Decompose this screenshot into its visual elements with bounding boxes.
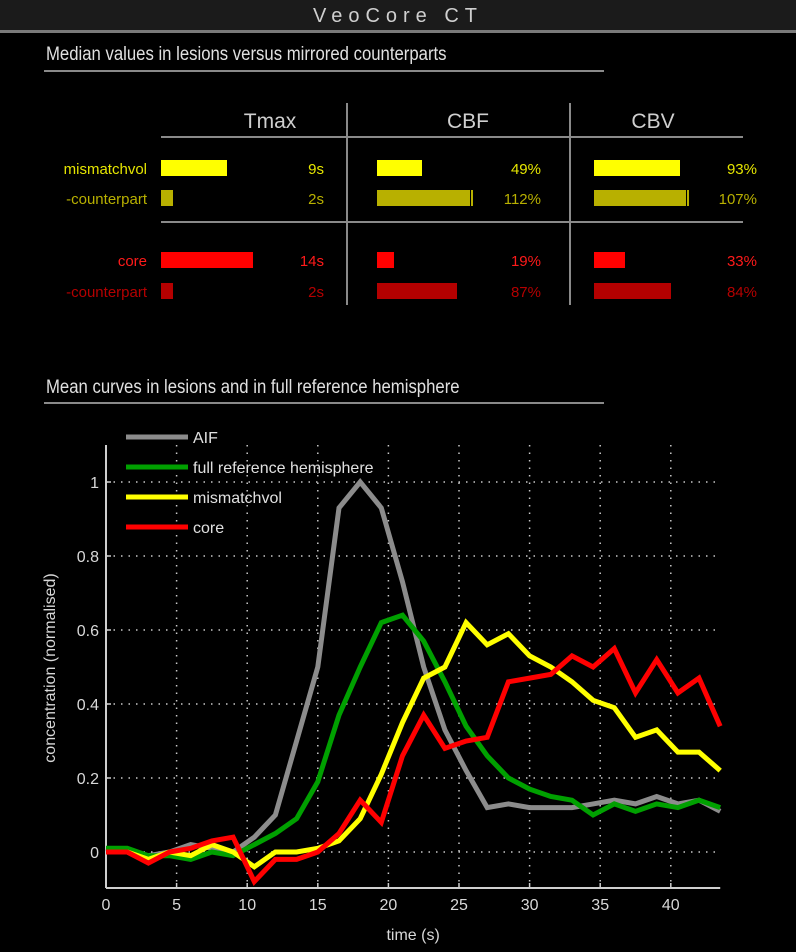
row-value: 107% — [719, 191, 757, 208]
y-tick-label: 0.4 — [77, 697, 99, 714]
title-bar: VeoCore CT — [0, 0, 796, 33]
value-bar — [594, 190, 686, 206]
window-title: VeoCore CT — [312, 5, 484, 27]
legend-label: mismatchvol — [193, 490, 282, 507]
row-label: mismatchvol — [64, 161, 147, 178]
x-tick-label: 5 — [172, 897, 181, 914]
x-axis-label: time (s) — [386, 927, 439, 944]
table-section-title: Median values in lesions versus mirrored… — [46, 44, 447, 65]
row-value: 93% — [727, 161, 757, 178]
column-header-cbv: CBV — [631, 110, 674, 133]
row-value: 84% — [727, 284, 757, 301]
row-value: 49% — [511, 161, 541, 178]
value-bar — [377, 252, 394, 268]
x-tick-label: 25 — [450, 897, 468, 914]
y-tick-label: 0.6 — [77, 623, 99, 640]
value-bar — [377, 160, 422, 176]
x-tick-label: 15 — [309, 897, 327, 914]
y-tick-label: 0.2 — [77, 771, 99, 788]
row-value: 2s — [308, 191, 324, 208]
y-tick-label: 1 — [90, 475, 99, 492]
median-values-table: Tmax CBF CBV mismatchvol 9s 49% 93% -counterpar… — [64, 103, 757, 305]
chart-section-rule — [44, 402, 604, 404]
series-line-full-reference-hemisphere — [106, 612, 722, 862]
x-tick-label: 40 — [662, 897, 680, 914]
row-value: 87% — [511, 284, 541, 301]
row-value: 9s — [308, 161, 324, 178]
legend-label: full reference hemisphere — [193, 460, 374, 477]
series-line-mismatchvol — [106, 618, 722, 870]
series-line-aif — [105, 478, 722, 859]
value-bar — [161, 190, 173, 206]
row-value: 112% — [504, 191, 541, 208]
value-bar — [594, 252, 625, 268]
value-bar — [377, 190, 470, 206]
legend-label: AIF — [193, 430, 218, 447]
x-tick-label: 10 — [238, 897, 256, 914]
value-bar — [161, 252, 253, 268]
row-value: 19% — [511, 253, 541, 270]
value-bar — [377, 283, 457, 299]
column-header-cbf: CBF — [447, 110, 489, 133]
row-value: 2s — [308, 284, 324, 301]
y-tick-label: 0.8 — [77, 549, 99, 566]
row-value: 14s — [300, 253, 324, 270]
row-label: -counterpart — [66, 191, 148, 208]
y-tick-label: 0 — [90, 845, 99, 862]
row-value: 33% — [727, 253, 757, 270]
value-bar — [594, 283, 671, 299]
value-bar — [161, 283, 173, 299]
column-header-tmax: Tmax — [244, 110, 297, 133]
x-tick-label: 30 — [521, 897, 539, 914]
row-label: core — [118, 253, 147, 270]
legend-label: core — [193, 520, 224, 537]
table-section-rule — [44, 70, 604, 72]
row-label: -counterpart — [66, 284, 148, 301]
x-tick-label: 35 — [591, 897, 609, 914]
x-tick-label: 20 — [380, 897, 398, 914]
x-tick-label: 0 — [102, 897, 111, 914]
chart-section-title: Mean curves in lesions and in full refer… — [46, 377, 460, 398]
series-line-core — [106, 644, 723, 886]
value-bar — [161, 160, 227, 176]
value-bar — [594, 160, 680, 176]
y-axis-label: concentration (normalised) — [42, 573, 59, 762]
